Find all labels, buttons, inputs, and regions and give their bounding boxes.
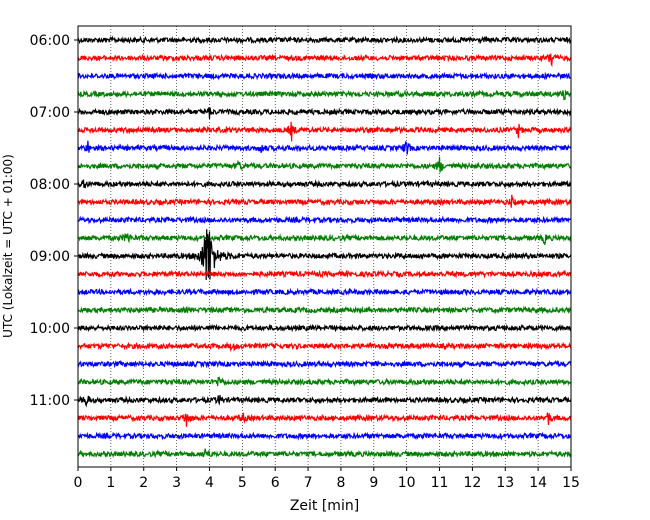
trace-0700 (77, 107, 572, 120)
trace-1115 (77, 412, 572, 427)
y-tick-label: 11:00 (30, 393, 70, 409)
trace-0900 (77, 229, 572, 281)
y-axis: 06:00 07:00 08:00 09:00 10:00 11:00 (30, 33, 78, 409)
x-tick-label: 11 (431, 475, 449, 491)
y-tick-label: 10:00 (30, 321, 70, 337)
x-tick-label: 5 (238, 475, 247, 491)
x-tick-label: 9 (369, 475, 378, 491)
x-tick-label: 4 (205, 475, 214, 491)
x-tick-label: 13 (496, 475, 514, 491)
x-tick-label: 15 (562, 475, 580, 491)
x-tick-label: 14 (529, 475, 547, 491)
trace-1100 (77, 394, 572, 408)
trace-0600 (77, 35, 572, 45)
trace-0745 (77, 156, 572, 173)
x-tick-label: 2 (139, 475, 148, 491)
x-tick-label: 1 (106, 475, 115, 491)
x-tick-label: 6 (271, 475, 280, 491)
trace-0615 (77, 53, 572, 68)
trace-0800 (77, 179, 572, 189)
trace-0645 (77, 89, 572, 101)
trace-1145 (77, 448, 572, 459)
x-axis-label: Zeit [min] (290, 498, 359, 514)
x-tick-label: 10 (398, 475, 416, 491)
x-axis: 0 1 2 3 4 5 6 7 8 9 10 11 12 13 14 15 (74, 467, 580, 491)
trace-0830 (77, 215, 572, 225)
x-tick-label: 3 (172, 475, 181, 491)
trace-1030 (77, 359, 572, 369)
trace-1045 (77, 376, 572, 387)
x-tick-label: 12 (463, 475, 481, 491)
y-tick-label: 06:00 (30, 33, 70, 49)
y-tick-label: 07:00 (30, 105, 70, 121)
x-tick-label: 8 (336, 475, 345, 491)
seismic-traces (77, 35, 572, 459)
trace-0815 (77, 194, 572, 208)
trace-0930 (77, 287, 572, 297)
trace-0730 (77, 140, 572, 155)
trace-0630 (77, 71, 572, 81)
trace-1130 (77, 431, 572, 441)
trace-0915 (77, 269, 572, 279)
x-tick-label: 7 (304, 475, 313, 491)
trace-0945 (77, 305, 572, 315)
x-tick-label: 0 (74, 475, 83, 491)
trace-1000 (77, 323, 572, 333)
y-tick-label: 08:00 (30, 177, 70, 193)
trace-0845 (77, 233, 572, 245)
y-axis-label: UTC (Lokalzeit = UTC + 01:00) (1, 154, 15, 338)
plot-frame (77, 25, 572, 468)
trace-0715 (77, 121, 572, 142)
y-tick-label: 09:00 (30, 249, 70, 265)
trace-1015 (77, 341, 572, 353)
